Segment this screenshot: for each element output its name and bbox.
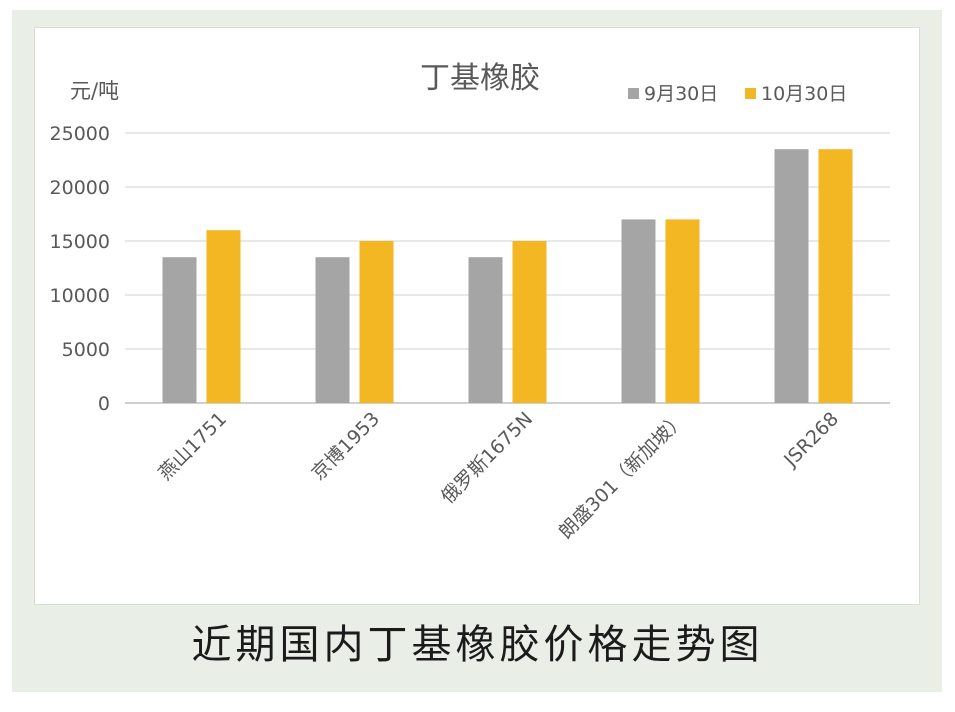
x-tick-label: JSR268 [779, 408, 843, 472]
y-axis-ticks: 0 5000 10000 15000 20000 25000 [50, 123, 110, 415]
legend-label: 9月30日 [644, 83, 718, 105]
legend-swatch [628, 88, 639, 99]
y-tick-label: 25000 [50, 123, 110, 145]
bar [621, 219, 656, 403]
bar [315, 257, 350, 403]
y-tick-label: 15000 [50, 231, 110, 253]
bar [665, 219, 700, 403]
y-tick-label: 20000 [50, 177, 110, 199]
legend: 9月30日 10月30日 [628, 83, 847, 105]
gridlines [125, 132, 890, 404]
x-axis-ticks: 燕山1751 京博1953 俄罗斯1675N 朗盛301（新加坡） JSR268 [154, 408, 843, 543]
bar [206, 230, 241, 403]
y-tick-label: 5000 [62, 339, 110, 361]
y-tick-label: 10000 [50, 285, 110, 307]
y-tick-label: 0 [98, 393, 110, 415]
x-tick-label: 朗盛301（新加坡） [555, 408, 690, 543]
x-tick-label: 燕山1751 [154, 408, 231, 485]
x-tick-label: 俄罗斯1675N [437, 408, 537, 508]
bar [468, 257, 503, 403]
bar [774, 149, 809, 403]
bar [512, 241, 547, 403]
bar [359, 241, 394, 403]
y-axis-unit-label: 元/吨 [70, 79, 119, 103]
figure-caption: 近期国内丁基橡胶价格走势图 [191, 622, 764, 668]
legend-swatch [745, 88, 756, 99]
bar [162, 257, 197, 403]
legend-label: 10月30日 [761, 83, 847, 105]
bars [162, 149, 853, 403]
x-tick-label: 京博1953 [307, 408, 384, 485]
bar [818, 149, 853, 403]
chart-title: 丁基橡胶 [420, 61, 540, 96]
